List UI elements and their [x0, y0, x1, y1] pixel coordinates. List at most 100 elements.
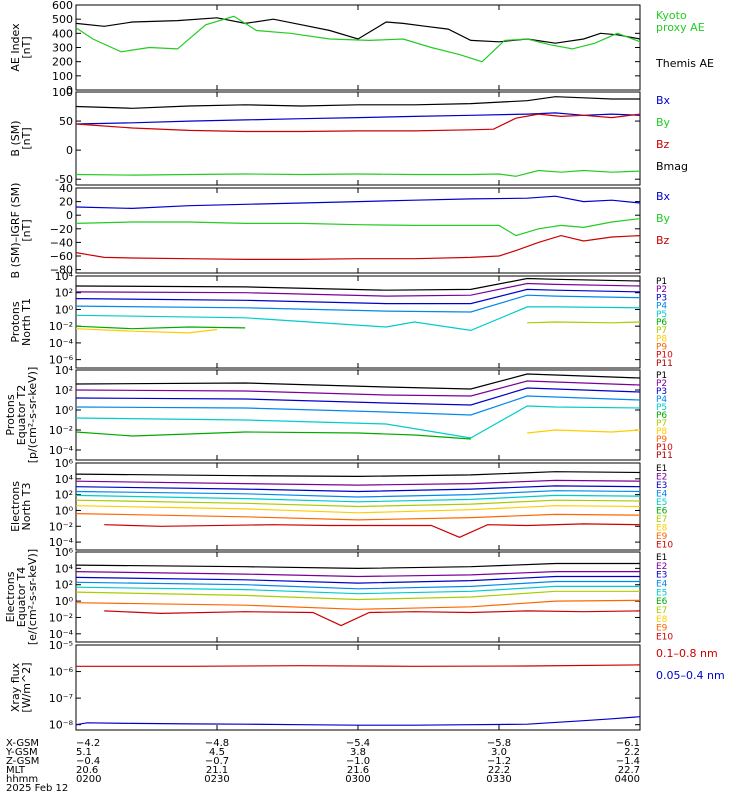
ylabel-pe: Equator T2: [15, 385, 28, 445]
panel-frame-bigrf: [75, 187, 641, 274]
legend-entry-bsm: Bx: [656, 94, 671, 107]
ephemeris-value: 0200: [76, 774, 101, 785]
ylabel-pn: North T1: [20, 298, 33, 346]
ytick-label-xray: 10⁻⁸: [49, 719, 74, 732]
legend-entry-ee: E6: [656, 597, 668, 607]
legend-entry-pn: P3: [656, 293, 667, 303]
ytick-label-en: 10⁰: [55, 504, 74, 517]
ephemeris-value: 5.1: [76, 747, 92, 758]
ephemeris-value: 0300: [345, 774, 370, 785]
series-line-ae-Kyoto-proxy-AE: [75, 15, 641, 63]
ytick-label-bigrf: 40: [59, 182, 73, 195]
series-line-en-E7: [75, 505, 641, 514]
ytick-label-bsm: 50: [59, 115, 73, 128]
series-line-en-E8: [75, 513, 641, 521]
ephemeris-value: −1.4: [616, 756, 640, 767]
legend-entry-pe: P6: [656, 411, 667, 421]
ylabel-xray: Xray flux: [9, 662, 22, 712]
series-line-bsm-Bx: [75, 112, 641, 125]
series-line-ee-E3: [75, 575, 640, 584]
ytick-label-bigrf: −60: [50, 250, 73, 263]
legend-entry-en: E9: [656, 532, 668, 542]
legend-entry-pn: P10: [656, 351, 673, 361]
legend-entry-bigrf: Bx: [656, 190, 671, 203]
ephemeris-row-label: Y-GSM: [5, 747, 38, 758]
ytick-label-pe: 10⁰: [55, 404, 74, 417]
legend-entry-pn: P8: [656, 334, 667, 344]
ylabel-pe: Protons: [4, 394, 17, 435]
ephemeris-value: −1.0: [346, 756, 370, 767]
series-line-pn-P4: [75, 294, 641, 313]
legend-entry-en: E10: [656, 541, 673, 551]
ephemeris-value: 0330: [486, 774, 511, 785]
ytick-label-xray: 10⁻⁶: [49, 666, 74, 679]
legend-entry-en: E5: [656, 498, 667, 508]
series-line-en-E2: [75, 479, 641, 486]
legend-entry-bsm: By: [656, 116, 671, 129]
series-line-pe-P4: [75, 395, 641, 416]
ytick-label-en: 10⁶: [55, 457, 74, 470]
ylabel-bigrf: B (SM)–IGRF (SM): [9, 183, 22, 279]
ytick-label-bsm: -50: [55, 173, 73, 186]
legend-entry-pn: P7: [656, 326, 667, 336]
legend-entry-pe: P3: [656, 387, 667, 397]
ytick-label-en: 10⁻²: [49, 520, 73, 533]
panel-frame-bsm: [75, 91, 641, 186]
ytick-label-en: 10⁴: [55, 473, 74, 486]
ephemeris-value: −0.4: [76, 756, 100, 767]
ytick-label-pn: 10⁻⁴: [49, 337, 74, 350]
legend-entry-pe: P1: [656, 371, 667, 381]
ylabel-bsm: [nT]: [20, 127, 33, 149]
ephemeris-value: −6.1: [616, 738, 640, 749]
series-line-pe-P5: [75, 405, 641, 439]
ytick-label-ee: 10²: [55, 579, 73, 592]
ylabel-ae: AE Index: [9, 23, 22, 72]
series-line-pe-P2: [75, 380, 641, 397]
ephemeris-value: −0.7: [205, 756, 229, 767]
legend-entry-ee: E2: [656, 562, 667, 572]
legend-entry-bsm: Bz: [656, 138, 670, 151]
ephemeris-value: −4.2: [76, 738, 100, 749]
ephemeris-value: 22.2: [488, 765, 510, 776]
series-line-ee-E5: [75, 585, 640, 595]
ylabel-bsm: B (SM): [9, 120, 22, 156]
legend-entry-ee: E8: [656, 615, 668, 625]
legend-entry-bigrf: By: [656, 212, 671, 225]
legend-entry-ee: E7: [656, 606, 667, 616]
legend-entry-bsm: Bmag: [656, 160, 688, 173]
ytick-label-pn: 10²: [55, 287, 73, 300]
legend-entry-pn: P9: [656, 343, 667, 353]
ephemeris-row-label: 2025 Feb 12: [6, 783, 68, 794]
series-line-en-E4: [75, 490, 641, 498]
legend-entry-en: E6: [656, 507, 668, 517]
ytick-label-pe: 10⁴: [55, 364, 74, 377]
ytick-label-bigrf: −40: [50, 236, 73, 249]
legend-entry-en: E2: [656, 473, 667, 483]
series-line-en-E3: [75, 485, 641, 493]
series-line-bigrf-By: [75, 218, 641, 237]
ephemeris-value: 3.0: [491, 747, 507, 758]
ephemeris-row-label: MLT: [6, 765, 26, 776]
ephemeris-value: 3.8: [350, 747, 366, 758]
ephemeris-value: 2.2: [624, 747, 640, 758]
legend-entry-xray: 0.05–0.4 nm: [656, 669, 725, 682]
ylabel-ee: [e/(cm²-s-sr-keV)]: [26, 549, 39, 645]
series-line-bigrf-Bx: [75, 195, 641, 210]
series-line-pe-P1: [75, 373, 641, 390]
legend-entry-en: E3: [656, 481, 667, 491]
series-line-bigrf-Bz: [75, 234, 641, 260]
ytick-label-ae: 0: [66, 84, 73, 97]
series-line-ee-E6: [75, 590, 640, 601]
legend-entry-pe: P5: [656, 403, 667, 413]
series-line-en-E1: [75, 471, 641, 478]
ytick-label-xray: 10⁻⁷: [49, 692, 73, 705]
legend-entry-en: E1: [656, 464, 667, 474]
ephemeris-value: 0230: [204, 774, 229, 785]
legend-entry-pe: P9: [656, 435, 667, 445]
ytick-label-ae: 200: [52, 56, 73, 69]
series-line-pn-P5: [75, 306, 641, 332]
panel-frame-xray: [75, 644, 641, 731]
ephemeris-row-label: X-GSM: [6, 738, 39, 749]
ytick-label-ae: 100: [52, 70, 73, 83]
